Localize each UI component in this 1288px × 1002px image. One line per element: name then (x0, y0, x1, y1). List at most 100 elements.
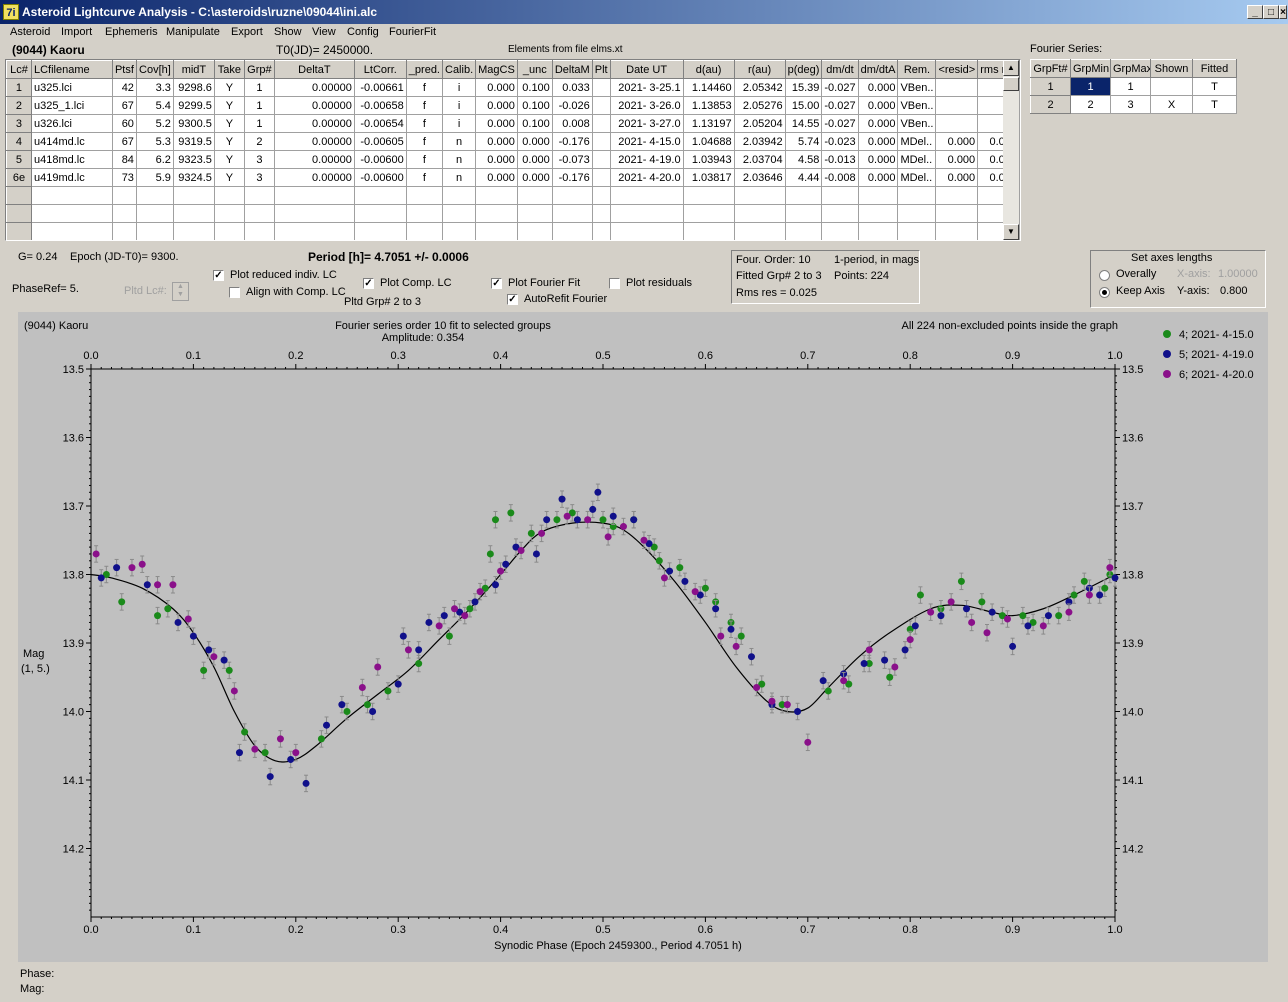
lc-cell[interactable]: 0.000 (516, 150, 553, 169)
lc-col-header[interactable]: Ptsf (111, 60, 137, 79)
lc-cell[interactable]: -0.00605 (353, 132, 407, 151)
lc-cell[interactable] (405, 186, 444, 205)
lc-cell[interactable]: 67 (111, 96, 137, 115)
lc-cell[interactable]: 0.033 (551, 78, 593, 97)
menu-fourierfit[interactable]: FourierFit (389, 26, 437, 38)
scroll-up-icon[interactable]: ▲ (1003, 60, 1019, 76)
lc-cell[interactable]: 0.000 (935, 150, 979, 169)
lc-cell[interactable]: 0.000 (935, 132, 979, 151)
lc-cell[interactable]: Y (213, 132, 245, 151)
lc-cell[interactable]: -0.008 (821, 168, 859, 187)
lc-cell[interactable]: 1.04688 (682, 132, 735, 151)
lc-cell[interactable] (111, 204, 137, 223)
lc-cell[interactable]: 2021- 4-15.0 (609, 132, 684, 151)
lc-col-header[interactable]: Plt (591, 60, 611, 79)
scroll-thumb[interactable] (1003, 77, 1019, 91)
lc-row-header[interactable]: 2 (6, 96, 32, 115)
lc-cell[interactable] (6, 204, 32, 223)
lc-cell[interactable] (609, 204, 684, 223)
lc-cell[interactable]: u325.lci (30, 78, 113, 97)
lc-cell[interactable]: 42 (111, 78, 137, 97)
lc-cell[interactable] (935, 78, 979, 97)
lc-cell[interactable] (784, 204, 823, 223)
lc-row-header[interactable]: 1 (6, 78, 32, 97)
maximize-button[interactable]: □ (1263, 5, 1279, 19)
lc-cell[interactable] (935, 186, 979, 205)
lc-cell[interactable] (213, 186, 245, 205)
fourier-col-header[interactable]: GrpMax (1110, 59, 1151, 78)
fourier-col-header[interactable]: Fitted (1192, 59, 1237, 78)
lc-cell[interactable]: 2.03704 (733, 150, 786, 169)
lc-cell[interactable]: 0.000 (516, 132, 553, 151)
lc-cell[interactable] (551, 204, 593, 223)
menu-export[interactable]: Export (231, 26, 263, 38)
menu-asteroid[interactable]: Asteroid (10, 26, 51, 38)
lc-cell[interactable]: 2.05342 (733, 78, 786, 97)
lc-cell[interactable] (135, 222, 174, 240)
lc-cell[interactable]: -0.176 (551, 168, 593, 187)
lc-col-header[interactable]: Date UT (609, 60, 684, 79)
fourier-col-header[interactable]: GrpFt# (1030, 59, 1071, 78)
lc-cell[interactable]: 0.00000 (273, 168, 355, 187)
lc-cell[interactable]: 84 (111, 150, 137, 169)
lc-cell[interactable]: 60 (111, 114, 137, 133)
lc-cell[interactable] (405, 222, 444, 240)
fourier-col-header[interactable]: Shown (1150, 59, 1193, 78)
lightcurve-plot[interactable]: (9044) Kaoru Fourier series order 10 fit… (18, 312, 1268, 962)
lc-col-header[interactable]: p(deg) (784, 60, 823, 79)
lc-cell[interactable]: 2021- 4-20.0 (609, 168, 684, 187)
fourier-cell[interactable]: 3 (1110, 95, 1151, 114)
lc-cell[interactable]: 0.000 (475, 96, 518, 115)
lc-cell[interactable]: 3 (243, 168, 275, 187)
lc-cell[interactable]: f (405, 78, 444, 97)
lc-cell[interactable]: -0.00654 (353, 114, 407, 133)
lc-cell[interactable] (135, 186, 174, 205)
lc-table-row[interactable]: 5 u418md.lc 84 6.2 9323.5 Y 3 0.00000 -0.00600 f n… (6, 150, 1020, 169)
lc-cell[interactable]: 2.03942 (733, 132, 786, 151)
scroll-down-icon[interactable]: ▼ (1003, 224, 1019, 240)
lc-col-header[interactable]: <resid> (935, 60, 979, 79)
lc-cell[interactable] (475, 186, 518, 205)
lc-cell[interactable]: 5.3 (135, 132, 174, 151)
lc-cell[interactable]: 0.000 (516, 168, 553, 187)
plot-comp-checkbox[interactable]: ✓ (363, 278, 374, 289)
lc-cell[interactable]: -0.023 (821, 132, 859, 151)
lc-cell[interactable]: u419md.lc (30, 168, 113, 187)
lc-cell[interactable]: 3.3 (135, 78, 174, 97)
lc-table-empty-row[interactable] (6, 222, 1020, 240)
fourier-cell[interactable]: 2 (1070, 95, 1111, 114)
lc-cell[interactable]: 1 (243, 114, 275, 133)
fourier-cell[interactable] (1150, 77, 1193, 96)
lc-cell[interactable]: Y (213, 150, 245, 169)
lc-cell[interactable] (441, 204, 477, 223)
lc-cell[interactable]: 2.05276 (733, 96, 786, 115)
lc-table-row[interactable]: 4 u414md.lc 67 5.3 9319.5 Y 2 0.00000 -0.00605 f n… (6, 132, 1020, 151)
lc-cell[interactable] (243, 204, 275, 223)
lc-cell[interactable] (243, 222, 275, 240)
lc-cell[interactable]: u326.lci (30, 114, 113, 133)
minimize-button[interactable]: _ (1247, 5, 1263, 19)
lc-cell[interactable]: 9323.5 (172, 150, 215, 169)
lc-table-row[interactable]: 6e u419md.lc 73 5.9 9324.5 Y 3 0.00000 -0.00600 f… (6, 168, 1020, 187)
lc-cell[interactable]: 4.58 (784, 150, 823, 169)
pltd-lc-spinner[interactable]: ▲ ▼ (172, 282, 189, 301)
lc-col-header[interactable]: dm/dtA (857, 60, 899, 79)
lc-cell[interactable] (897, 222, 937, 240)
lc-table-empty-row[interactable] (6, 204, 1020, 223)
lc-cell[interactable]: -0.026 (551, 96, 593, 115)
lc-cell[interactable]: n (441, 150, 477, 169)
lc-cell[interactable]: 4.44 (784, 168, 823, 187)
plot-fourier-checkbox[interactable]: ✓ (491, 278, 502, 289)
lc-cell[interactable] (516, 222, 553, 240)
lc-cell[interactable] (609, 222, 684, 240)
align-comp-checkbox[interactable] (229, 287, 240, 298)
lc-table-row[interactable]: 1 u325.lci 42 3.3 9298.6 Y 1 0.00000 -0.00661 f i 0… (6, 78, 1020, 97)
fourier-row-header[interactable]: 2 (1030, 95, 1071, 114)
lc-cell[interactable] (591, 168, 611, 187)
lc-cell[interactable]: f (405, 96, 444, 115)
lc-cell[interactable]: 0.00000 (273, 96, 355, 115)
lc-cell[interactable] (213, 204, 245, 223)
lc-cell[interactable] (172, 204, 215, 223)
lc-cell[interactable] (591, 132, 611, 151)
